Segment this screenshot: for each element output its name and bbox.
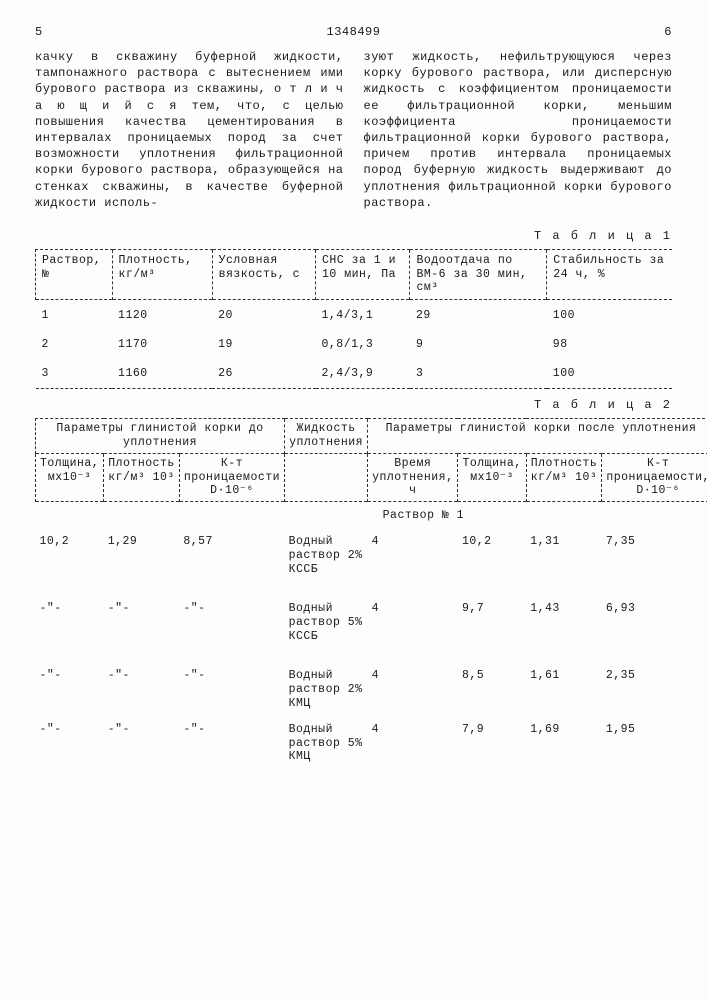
t1-h1: Плотность, кг/м³ <box>112 249 212 299</box>
t1-h3: СНС за 1 и 10 мин, Па <box>316 249 410 299</box>
page-num-right: 6 <box>664 25 672 39</box>
table2-caption: Т а б л и ц а 2 <box>35 398 672 412</box>
t2-s7: К-т проницаемости, D·10⁻⁶ <box>602 453 707 501</box>
table1-caption: Т а б л и ц а 1 <box>35 229 672 243</box>
table-1: Раствор, № Плотность, кг/м³ Условная вяз… <box>35 249 672 390</box>
t2-g2: Параметры глинистой корки после уплотнен… <box>368 419 707 454</box>
table-cell: Водный раствор 5% КССБ <box>285 596 368 663</box>
table-cell: 1 <box>36 301 113 330</box>
table-cell: Водный раствор 2% КССБ <box>285 529 368 596</box>
table-2: Параметры глинистой корки до уплотнения … <box>35 418 707 770</box>
table-cell: Водный раствор 2% КМЦ <box>285 663 368 716</box>
t2-sub-header: Толщина, мх10⁻³ Плотность кг/м³ 10³ К-т … <box>36 453 707 501</box>
table-cell: -"- <box>179 663 284 716</box>
table-cell: 1,61 <box>526 663 602 716</box>
page-num-left: 5 <box>35 25 43 39</box>
t1-h2: Условная вязкость, с <box>212 249 315 299</box>
table-cell: 4 <box>368 529 458 596</box>
t1-h0: Раствор, № <box>36 249 113 299</box>
table-cell: -"- <box>36 663 104 716</box>
table-cell: 98 <box>547 330 672 359</box>
table-cell: 100 <box>547 359 672 389</box>
table-cell: 1,95 <box>602 717 707 770</box>
table-cell: 19 <box>212 330 315 359</box>
table-cell: -"- <box>104 717 180 770</box>
table-cell: 1,31 <box>526 529 602 596</box>
table-row: 10,21,298,57Водный раствор 2% КССБ410,21… <box>36 529 707 596</box>
table-cell: 26 <box>212 359 315 389</box>
table-cell: 100 <box>547 301 672 330</box>
table-cell: 10,2 <box>458 529 526 596</box>
t1-h5: Стабильность за 24 ч, % <box>547 249 672 299</box>
table-cell: Водный раствор 5% КМЦ <box>285 717 368 770</box>
right-column: зуют жидкость, нефильтрующуюся через кор… <box>364 49 673 211</box>
t2-s6: Плотность кг/м³ 10³ <box>526 453 602 501</box>
table-row: -"--"--"-Водный раствор 5% КССБ49,71,436… <box>36 596 707 663</box>
table-cell: -"- <box>36 717 104 770</box>
table-cell: -"- <box>179 717 284 770</box>
table-cell: -"- <box>104 663 180 716</box>
table-cell: 20 <box>212 301 315 330</box>
table-cell: 1120 <box>112 301 212 330</box>
t1-h4: Водоотдача по ВМ-6 за 30 мин, см³ <box>410 249 547 299</box>
table-cell: 3 <box>36 359 113 389</box>
patent-number: 1348499 <box>43 25 665 39</box>
table-cell: 2,4/3,9 <box>316 359 410 389</box>
table-cell: 1,69 <box>526 717 602 770</box>
page-header: 5 1348499 6 <box>35 25 672 39</box>
table-cell: 4 <box>368 596 458 663</box>
body-text-columns: качку в скважину буферной жидкости, тамп… <box>35 49 672 211</box>
table-row: 31160262,4/3,93100 <box>36 359 673 389</box>
table-cell: 29 <box>410 301 547 330</box>
left-column: качку в скважину буферной жидкости, тамп… <box>35 49 344 211</box>
table-cell: 9 <box>410 330 547 359</box>
t2-g0: Параметры глинистой корки до уплотнения <box>36 419 285 454</box>
table-row: 11120201,4/3,129100 <box>36 301 673 330</box>
table-cell: 3 <box>410 359 547 389</box>
table-cell: 7,9 <box>458 717 526 770</box>
table-cell: 1170 <box>112 330 212 359</box>
table-cell: 0,8/1,3 <box>316 330 410 359</box>
t2-s0: Толщина, мх10⁻³ <box>36 453 104 501</box>
t2-g1: Жидкость уплотнения <box>285 419 368 454</box>
t2-section: Раствор № 1 <box>36 503 707 529</box>
table-cell: 1160 <box>112 359 212 389</box>
table-cell: -"- <box>179 596 284 663</box>
table-cell: 10,2 <box>36 529 104 596</box>
table-cell: 1,29 <box>104 529 180 596</box>
t2-s4: Время уплотнения, ч <box>368 453 458 501</box>
table-cell: -"- <box>104 596 180 663</box>
table-cell: -"- <box>36 596 104 663</box>
table-row: -"--"--"-Водный раствор 2% КМЦ48,51,612,… <box>36 663 707 716</box>
table-cell: 8,5 <box>458 663 526 716</box>
t2-s5: Толщина, мх10⁻³ <box>458 453 526 501</box>
table-cell: 6,93 <box>602 596 707 663</box>
table-cell: 9,7 <box>458 596 526 663</box>
table-cell: 8,57 <box>179 529 284 596</box>
t2-group-header: Параметры глинистой корки до уплотнения … <box>36 419 707 454</box>
table-row: 21170190,8/1,3998 <box>36 330 673 359</box>
table-cell: 1,43 <box>526 596 602 663</box>
t2-s1: Плотность кг/м³ 10³ <box>104 453 180 501</box>
table-cell: 2,35 <box>602 663 707 716</box>
table-cell: 2 <box>36 330 113 359</box>
t2-s3 <box>285 453 368 501</box>
t2-s2: К-т проницаемости D·10⁻⁶ <box>179 453 284 501</box>
table-cell: 1,4/3,1 <box>316 301 410 330</box>
table-cell: 4 <box>368 663 458 716</box>
table-cell: 4 <box>368 717 458 770</box>
table-row: -"--"--"-Водный раствор 5% КМЦ47,91,691,… <box>36 717 707 770</box>
table-cell: 7,35 <box>602 529 707 596</box>
table1-header-row: Раствор, № Плотность, кг/м³ Условная вяз… <box>36 249 673 299</box>
